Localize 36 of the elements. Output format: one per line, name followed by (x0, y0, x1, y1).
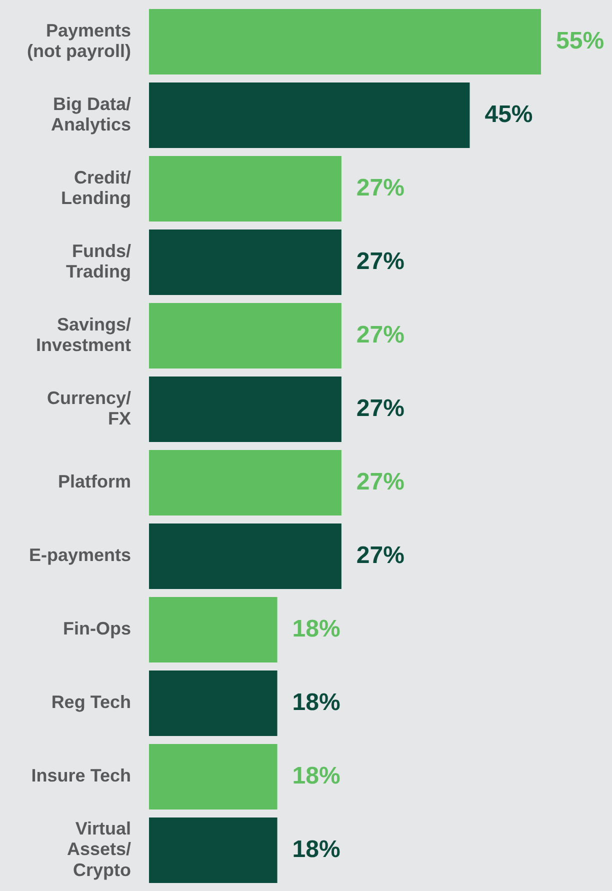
data-label: 27% (356, 248, 404, 275)
y-tick-label: Big Data/ Analytics (50, 94, 131, 135)
y-tick-label: Credit/ Lending (61, 167, 131, 208)
bar (149, 156, 342, 222)
data-label: 27% (356, 321, 404, 348)
y-tick-label: Platform (58, 472, 131, 492)
bar (149, 303, 342, 368)
bar (149, 9, 541, 74)
bar (149, 818, 278, 883)
data-label: 27% (356, 542, 404, 569)
bar (149, 82, 470, 148)
data-label: 18% (292, 615, 340, 642)
y-tick-label: Virtual Assets/ Crypto (66, 818, 132, 880)
y-tick-label: Savings/ Investment (36, 314, 131, 356)
y-tick-label: E-payments (28, 545, 131, 566)
data-label: 55% (556, 27, 604, 54)
bar (149, 597, 278, 662)
data-label: 18% (292, 762, 340, 790)
data-label: 27% (356, 174, 404, 202)
bar (149, 670, 278, 736)
y-tick-label: Funds/ Trading (66, 240, 131, 282)
bar (149, 744, 278, 810)
y-tick-label: Fin-Ops (63, 618, 131, 639)
data-label: 45% (484, 100, 533, 128)
data-label: 18% (292, 688, 340, 716)
y-tick-label: Payments (not payroll) (27, 20, 131, 62)
y-tick-label: Insure Tech (31, 766, 131, 786)
data-label: 27% (356, 394, 404, 422)
data-label: 27% (356, 468, 404, 496)
data-label: 18% (292, 836, 340, 863)
y-tick-label: Currency/ FX (46, 388, 131, 429)
bar (149, 230, 342, 295)
y-tick-label: Reg Tech (51, 692, 131, 712)
bar (149, 376, 342, 442)
bar (149, 524, 342, 589)
bar (149, 450, 342, 516)
